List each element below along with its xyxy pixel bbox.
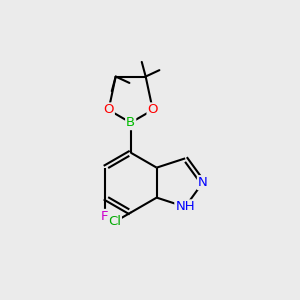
Text: NH: NH (175, 200, 195, 213)
Text: O: O (103, 103, 114, 116)
Text: F: F (101, 210, 109, 223)
Text: N: N (198, 176, 208, 189)
Text: O: O (148, 103, 158, 116)
Text: Cl: Cl (108, 215, 121, 229)
Text: B: B (126, 116, 135, 129)
